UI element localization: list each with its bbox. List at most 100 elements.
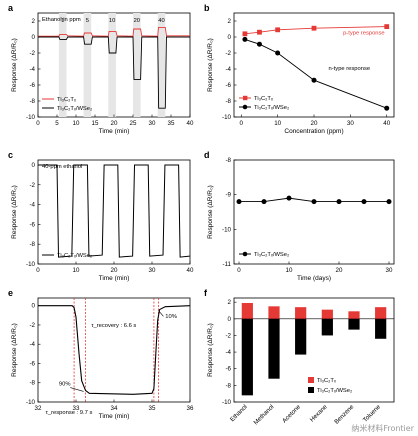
data-point [336, 199, 342, 205]
x-tick-label: 5 [55, 120, 59, 127]
legend-ti3c2tx-wse2-label: Ti₃C₂Tₓ/WSe₂ [254, 105, 289, 111]
data-point [286, 195, 292, 201]
y-tick-label: -2 [225, 332, 231, 339]
bar-ti3c2tx [268, 306, 280, 319]
x-tick-label: 33 [73, 405, 80, 412]
y-tick-label: -10 [26, 399, 36, 406]
bar-ti3c2tx-wse2 [375, 318, 387, 339]
x-axis-label: Time (days) [297, 275, 331, 282]
bar-ti3c2tx-wse2 [241, 318, 253, 396]
x-tick-label: 20 [336, 267, 343, 274]
y-tick-label: -8 [29, 98, 35, 105]
legend-ti3c2tx-swatch [308, 377, 314, 383]
x-tick-label: 40 [383, 120, 390, 127]
panel-label-e: e [8, 288, 13, 298]
watermark: 纳米材料Frontier [351, 423, 414, 433]
x-axis-label: Time (min) [99, 275, 130, 282]
y-tick-label: -6 [29, 221, 35, 228]
x-tick-label: 35 [149, 405, 156, 412]
x-tick-label: 20 [111, 120, 118, 127]
legend-ti3c2tx-wse2-marker [242, 251, 248, 257]
legend-ti3c2tx-wse2-label: Ti₃C₂Tₓ/WSe₂ [57, 253, 92, 259]
annotation-n-type: n-type response [329, 66, 371, 72]
x-tick-label: 40 [187, 267, 194, 274]
y-tick-label: -10 [222, 399, 232, 406]
legend-ti3c2tx-marker [243, 95, 248, 101]
panel-c: c 0 -2 -4 -6 -8 -10 Response (ΔR/R₀) 0 10 20 30 40 Ti… [8, 150, 194, 282]
panel-label-a: a [8, 3, 14, 13]
y-axis-label: Response (ΔR/R₀) [11, 185, 18, 239]
y-tick-label: 2 [228, 299, 232, 306]
exposure-band [58, 13, 67, 117]
y-tick-label: 2 [32, 18, 36, 25]
x-tick-label: 32 [35, 405, 42, 412]
legend-ti3c2tx-wse2-label: Ti₃C₂Tₓ/WSe₂ [254, 252, 289, 258]
exposure-band [157, 13, 166, 117]
x-tick-label: 36 [187, 405, 194, 412]
y-tick-label: 0 [32, 303, 36, 310]
x-tick-label: 0 [240, 120, 244, 127]
x-tick-label: Hexane [309, 403, 329, 423]
y-tick-label: -8 [29, 380, 35, 387]
x-tick-label: 30 [149, 267, 156, 274]
data-point [256, 41, 262, 47]
exposure-band [83, 13, 92, 117]
concentration-label: 40 [158, 18, 164, 24]
x-tick-label: 0 [36, 120, 40, 127]
concentration-label: 5 [86, 18, 89, 24]
data-point [384, 105, 390, 111]
x-tick-label: 35 [168, 120, 175, 127]
x-tick-label: 20 [111, 267, 118, 274]
panel-e: e 0 -2 -4 -6 -8 -10 Response (ΔR/R₀) 32 33 34 35 36 T… [8, 288, 194, 420]
x-tick-label: 20 [311, 120, 318, 127]
x-tick-label: Toluene [362, 403, 383, 424]
annotation-90pct: 90% [59, 382, 71, 388]
series-line-ti3c2tx [38, 26, 190, 37]
data-point [242, 31, 248, 37]
y-tick-label: -2 [29, 322, 35, 329]
x-axis-label: Time (min) [99, 128, 130, 135]
panel-label-f: f [204, 288, 208, 298]
y-tick-label: -6 [29, 82, 35, 89]
y-tick-label: -4 [29, 66, 35, 73]
bar-ti3c2tx-wse2 [321, 318, 333, 336]
x-axis-label: Concentration (ppm) [284, 128, 343, 135]
x-tick-label: 10 [73, 267, 80, 274]
bar-ti3c2tx-wse2 [268, 318, 280, 379]
data-point [261, 199, 267, 205]
y-tick-label: -4 [29, 202, 35, 209]
series-line-ti3c2tx-wse2 [38, 36, 190, 109]
bar-ti3c2tx [348, 311, 360, 319]
series-line-ti3c2tx-wse2 [38, 305, 191, 395]
exposure-band [108, 13, 116, 117]
panel-label-d: d [204, 150, 210, 160]
data-point [384, 24, 390, 29]
y-tick-label: 0 [32, 34, 36, 41]
y-tick-label: -10 [222, 226, 232, 233]
data-point [275, 27, 281, 33]
bar-ti3c2tx [321, 309, 333, 319]
legend-ti3c2tx-wse2-swatch [308, 387, 314, 393]
y-tick-label: -6 [225, 82, 231, 89]
legend-ti3c2tx-wse2-label: Ti₃C₂Tₓ/WSe₂ [57, 106, 92, 112]
y-axis-label: Response (ΔR/R₀) [207, 323, 214, 377]
data-point [311, 77, 317, 83]
annotation-response-time: τ_response : 9.7 s [46, 410, 93, 416]
concentration-label: 1 [61, 18, 64, 24]
x-tick-label: 25 [130, 120, 137, 127]
legend-ti3c2tx-label: Ti₃C₂Tₓ [254, 96, 273, 102]
y-tick-label: -10 [26, 114, 36, 121]
data-point [236, 199, 242, 205]
legend-ti3c2tx-wse2-label: Ti₃C₂Tₓ/WSe₂ [317, 388, 352, 394]
x-tick-label: 10 [286, 267, 293, 274]
y-tick-label: -6 [29, 360, 35, 367]
plot-frame-c [37, 159, 191, 265]
x-tick-label: 30 [386, 267, 393, 274]
x-tick-label: 0 [36, 267, 40, 274]
x-tick-label: Benzene [333, 403, 356, 426]
annotation-10pct: 10% [165, 314, 177, 320]
x-tick-label: 10 [274, 120, 281, 127]
data-point [275, 50, 281, 56]
